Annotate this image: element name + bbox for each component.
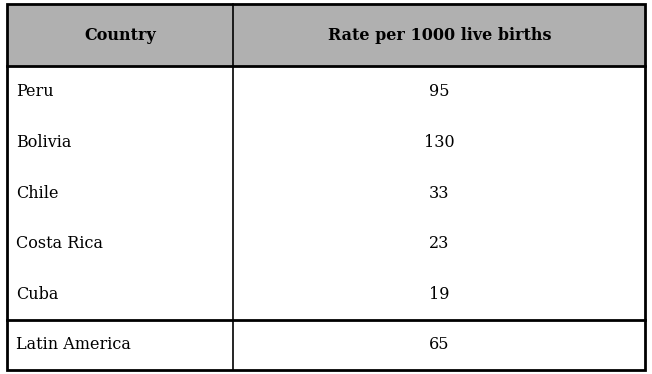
Text: Rate per 1000 live births: Rate per 1000 live births bbox=[328, 27, 551, 44]
Text: 65: 65 bbox=[429, 337, 450, 353]
Text: Chile: Chile bbox=[16, 184, 59, 202]
Text: 130: 130 bbox=[424, 134, 454, 151]
Bar bbox=[7, 67, 645, 370]
Text: Peru: Peru bbox=[16, 83, 54, 100]
Text: 19: 19 bbox=[429, 286, 450, 303]
Bar bbox=[7, 4, 645, 67]
Text: Country: Country bbox=[84, 27, 156, 44]
Text: Costa Rica: Costa Rica bbox=[16, 235, 103, 252]
Text: 23: 23 bbox=[429, 235, 450, 252]
Text: Cuba: Cuba bbox=[16, 286, 59, 303]
Text: 95: 95 bbox=[429, 83, 450, 100]
Text: Latin America: Latin America bbox=[16, 337, 131, 353]
Text: Bolivia: Bolivia bbox=[16, 134, 72, 151]
Text: 33: 33 bbox=[429, 184, 450, 202]
